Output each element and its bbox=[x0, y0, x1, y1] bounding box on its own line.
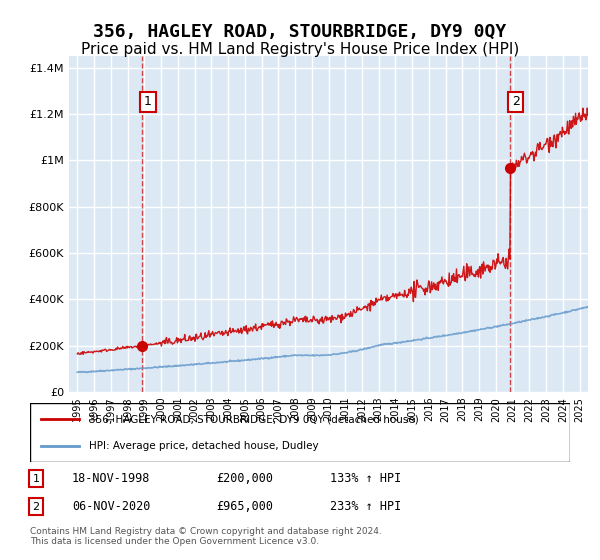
Text: 2: 2 bbox=[32, 502, 40, 512]
Text: Price paid vs. HM Land Registry's House Price Index (HPI): Price paid vs. HM Land Registry's House … bbox=[81, 42, 519, 57]
Text: Contains HM Land Registry data © Crown copyright and database right 2024.
This d: Contains HM Land Registry data © Crown c… bbox=[30, 526, 382, 546]
Text: £965,000: £965,000 bbox=[216, 500, 273, 514]
Text: 06-NOV-2020: 06-NOV-2020 bbox=[72, 500, 151, 514]
Text: 2: 2 bbox=[512, 95, 520, 109]
Text: 1: 1 bbox=[32, 474, 40, 484]
Text: 1: 1 bbox=[144, 95, 152, 109]
Text: 356, HAGLEY ROAD, STOURBRIDGE, DY9 0QY: 356, HAGLEY ROAD, STOURBRIDGE, DY9 0QY bbox=[94, 22, 506, 40]
Text: 18-NOV-1998: 18-NOV-1998 bbox=[72, 472, 151, 486]
Text: 356, HAGLEY ROAD, STOURBRIDGE, DY9 0QY (detached house): 356, HAGLEY ROAD, STOURBRIDGE, DY9 0QY (… bbox=[89, 414, 419, 424]
Text: 133% ↑ HPI: 133% ↑ HPI bbox=[330, 472, 401, 486]
Text: £200,000: £200,000 bbox=[216, 472, 273, 486]
Text: 233% ↑ HPI: 233% ↑ HPI bbox=[330, 500, 401, 514]
Text: HPI: Average price, detached house, Dudley: HPI: Average price, detached house, Dudl… bbox=[89, 441, 319, 451]
